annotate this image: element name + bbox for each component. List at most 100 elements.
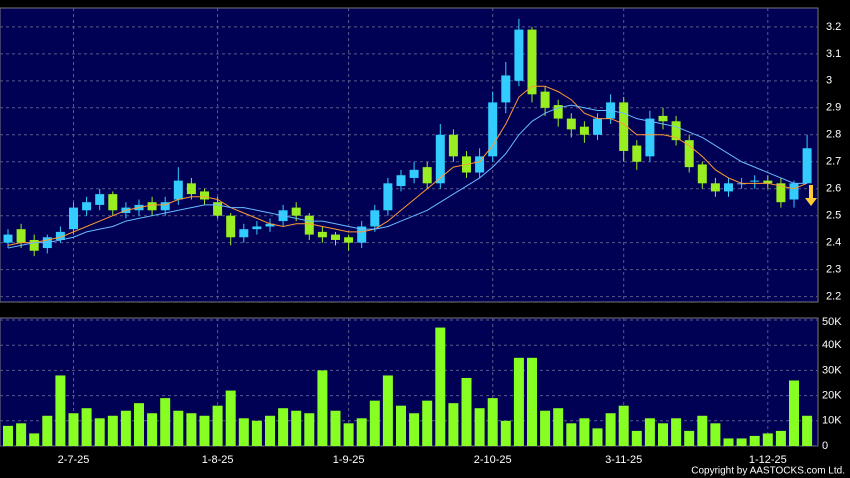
volume-bar	[317, 370, 328, 446]
volume-bar	[396, 405, 406, 446]
x-tick-label: 3-11-25	[605, 454, 642, 466]
candle-body	[409, 169, 419, 178]
volume-bar	[107, 415, 118, 446]
candle-body	[710, 183, 720, 192]
candle-body	[579, 126, 589, 135]
volume-bar	[540, 410, 551, 446]
volume-bar	[160, 398, 171, 446]
y-tick-label: 10K	[822, 415, 842, 427]
candle-body	[331, 234, 340, 240]
candle-body	[396, 175, 406, 187]
candle-body	[435, 134, 445, 184]
volume-bar	[186, 413, 197, 446]
volume-bar	[802, 415, 813, 446]
y-tick-label: 20K	[822, 390, 842, 402]
volume-bar	[644, 418, 655, 446]
volume-bar	[291, 410, 302, 446]
candle-body	[200, 191, 209, 200]
volume-bar	[147, 413, 158, 446]
candle-body	[252, 226, 262, 230]
volume-bar	[684, 430, 695, 446]
volume-bar	[304, 413, 315, 446]
candle-body	[697, 164, 707, 184]
volume-bar	[330, 410, 341, 446]
candle-body	[147, 202, 157, 211]
candle-body	[763, 180, 773, 184]
volume-bar	[251, 420, 262, 446]
candle-body	[291, 207, 301, 216]
volume-bar	[513, 357, 524, 446]
volume-bar	[631, 430, 642, 446]
candle-body	[95, 194, 105, 205]
volume-bar	[369, 400, 380, 446]
x-tick-label: 1-8-25	[202, 454, 234, 466]
candle-body	[3, 234, 13, 243]
y-tick-label: 2.9	[826, 102, 841, 114]
y-tick-label: 40K	[822, 339, 842, 351]
y-tick-label: 0	[822, 440, 828, 452]
candle-body	[553, 105, 563, 119]
moving-average-line	[7, 85, 808, 246]
candle-body	[540, 91, 550, 108]
copyright: Copyright by AASTOCKS.com Ltd.	[691, 466, 845, 477]
volume-bar	[527, 357, 537, 446]
volume-bar	[723, 438, 734, 446]
volume-bar	[553, 408, 564, 446]
x-tick-label: 1-12-25	[749, 454, 787, 466]
volume-bar	[592, 428, 603, 446]
price-panel	[0, 7, 819, 303]
volume-bar	[199, 415, 210, 446]
volume-bar	[710, 423, 721, 446]
volume-bar	[29, 433, 40, 446]
volume-bar	[120, 410, 131, 446]
candle-body	[213, 202, 223, 216]
volume-bar	[697, 415, 708, 446]
volume-bar	[487, 398, 498, 446]
candle-body	[69, 207, 78, 230]
y-tick-label: 2.5	[826, 210, 841, 222]
candle-body	[789, 183, 799, 200]
volume-bar	[775, 430, 786, 446]
volume-bar	[382, 375, 393, 446]
moving-average-line	[7, 104, 808, 249]
candle-body	[488, 102, 498, 157]
y-tick-label: 30K	[822, 364, 842, 376]
candle-body	[527, 29, 537, 95]
candle-body	[658, 115, 668, 122]
volume-bar	[762, 433, 773, 446]
volume-bar	[605, 413, 616, 446]
y-tick-label: 2.6	[826, 183, 841, 195]
y-tick-label: 3.1	[826, 48, 841, 60]
volume-bar	[343, 423, 354, 446]
volume-bar	[618, 405, 629, 446]
candle-body	[344, 237, 354, 243]
volume-bar	[238, 418, 249, 446]
y-tick-label: 2.2	[826, 291, 841, 303]
candle-body	[802, 148, 812, 184]
candle-body	[29, 239, 39, 251]
volume-bar	[435, 327, 446, 446]
latest-arrow	[805, 185, 817, 206]
volume-bar	[749, 435, 760, 446]
volume-bar	[736, 438, 747, 446]
volume-bar	[500, 420, 511, 446]
candle-body	[370, 210, 380, 227]
candle-body	[357, 226, 367, 243]
volume-bar	[81, 408, 92, 446]
candle-body	[645, 118, 655, 157]
volume-bar	[173, 410, 184, 446]
volume-bar	[409, 413, 420, 446]
volume-bar	[55, 375, 66, 446]
candle-body	[619, 102, 629, 151]
volume-bar	[789, 380, 799, 446]
candle-body	[383, 183, 393, 211]
volume-bar	[134, 403, 144, 446]
volume-bar	[42, 415, 53, 446]
y-tick-label: 2.4	[826, 237, 841, 249]
candle-body	[422, 167, 432, 184]
candle-body	[239, 229, 249, 238]
candle-body	[501, 75, 511, 103]
y-tick-label: 2.8	[826, 129, 841, 141]
candle-body	[684, 140, 694, 168]
volume-bar	[671, 418, 682, 446]
